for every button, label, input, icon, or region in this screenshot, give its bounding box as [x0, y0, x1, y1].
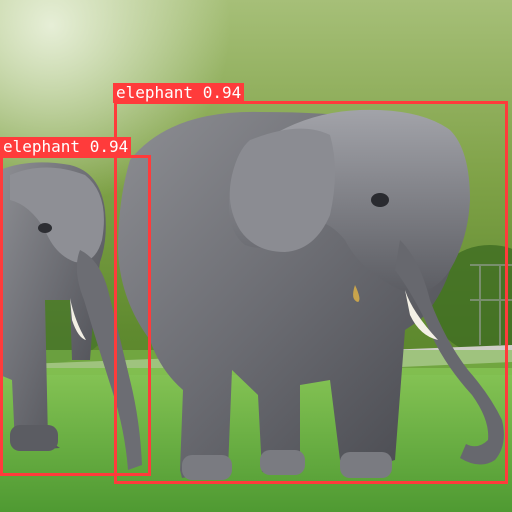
- detection-label-2: elephant 0.94: [0, 137, 132, 157]
- bounding-box-elephant-2: [0, 155, 151, 476]
- elephant-main: [118, 109, 504, 480]
- elephant-left: [0, 162, 142, 470]
- bounding-box-elephant-1: [114, 101, 508, 484]
- detection-label-1: elephant 0.94: [113, 83, 245, 103]
